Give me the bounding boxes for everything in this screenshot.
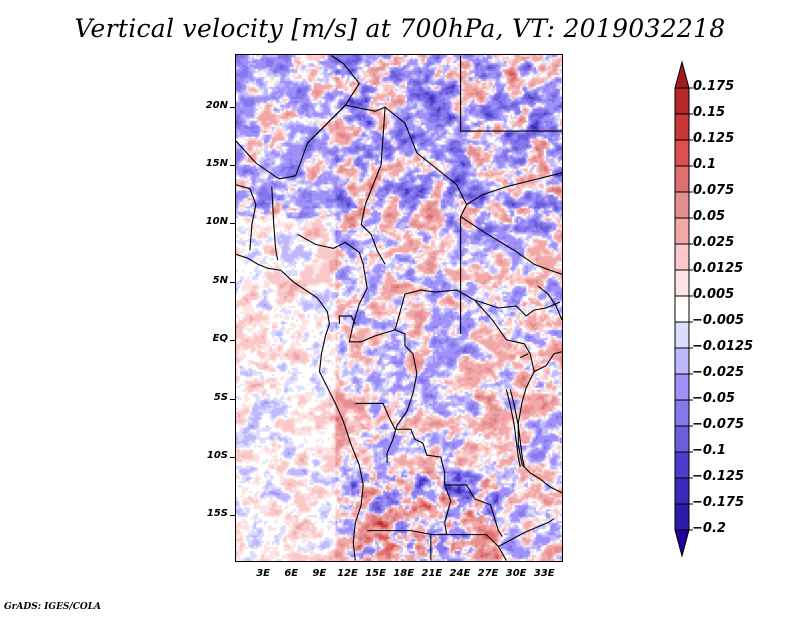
- y-tick-label: 10S: [206, 449, 228, 461]
- colorbar-label: 0.175: [693, 79, 735, 94]
- border-cameroon: [348, 264, 527, 343]
- y-tick-mark: [230, 456, 235, 458]
- colorbar-segment: [674, 191, 690, 219]
- border-sudan-south: [460, 216, 562, 275]
- colorbar-segment: [674, 243, 690, 271]
- y-tick-mark: [230, 106, 235, 108]
- x-tick-label: 3E: [256, 568, 270, 579]
- colorbar-segment: [674, 477, 690, 505]
- colorbar-label: 0.15: [693, 105, 726, 120]
- colorbar-label: 0.005: [693, 287, 735, 302]
- colorbar-label: 0.05: [693, 209, 726, 224]
- y-tick-mark: [230, 164, 235, 166]
- colorbar-label: −0.175: [692, 495, 745, 510]
- border-chad-sudan: [360, 107, 386, 265]
- colorbar-label: −0.1: [692, 443, 726, 458]
- y-tick-label: 20N: [205, 99, 228, 111]
- y-tick-label: 5N: [212, 274, 228, 286]
- colorbar-label: −0.025: [692, 365, 745, 380]
- colorbar-label: −0.005: [692, 313, 745, 328]
- border-zambia: [444, 484, 555, 548]
- y-tick-label: 15N: [205, 157, 228, 169]
- colorbar-segment: [674, 87, 690, 115]
- x-tick-label: 24E: [449, 568, 471, 579]
- border-east-lakes: [520, 301, 562, 373]
- border-mali-1: [236, 184, 257, 251]
- colorbar-segment: [674, 373, 690, 401]
- grads-credit: GrADS: IGES/COLA: [4, 602, 102, 612]
- colorbar-label: −0.075: [692, 417, 745, 432]
- y-tick-mark: [230, 223, 235, 225]
- colorbar-extend-min: [674, 529, 690, 558]
- x-tick-label: 27E: [477, 568, 499, 579]
- x-tick-label: 18E: [393, 568, 415, 579]
- colorbar-label: −0.125: [692, 469, 745, 484]
- border-congo: [338, 315, 418, 464]
- x-tick-label: 6E: [284, 568, 299, 579]
- border-niger-chad: [307, 104, 468, 334]
- x-tick-label: 21E: [421, 568, 443, 579]
- colorbar-segment: [674, 425, 690, 453]
- y-tick-label: 10N: [205, 216, 228, 228]
- colorbar-label: 0.025: [693, 235, 735, 250]
- x-tick-label: 9E: [312, 568, 327, 579]
- border-north-chad-inner: [466, 172, 562, 206]
- colorbar-segment: [674, 113, 690, 141]
- colorbar-segment: [674, 503, 690, 531]
- x-tick-label: 30E: [505, 568, 527, 579]
- colorbar-label: 0.1: [693, 157, 717, 172]
- x-tick-label: 12E: [337, 568, 358, 579]
- y-tick-label: 15S: [206, 508, 228, 520]
- vertical-velocity-field: [236, 55, 562, 561]
- colorbar-label: −0.05: [692, 391, 735, 406]
- border-somalia-edge: [537, 285, 562, 321]
- colorbar-segment: [674, 217, 690, 245]
- colorbar-label: −0.2: [692, 521, 726, 536]
- colorbar-segment: [674, 295, 690, 323]
- x-tick-label: 15E: [365, 568, 386, 579]
- colorbar-segment: [674, 165, 690, 193]
- colorbar-segment: [674, 399, 690, 427]
- y-tick-mark: [230, 515, 235, 517]
- colorbar-label: 0.125: [693, 131, 735, 146]
- colorbar-segment: [674, 321, 690, 349]
- border-nigeria: [271, 186, 364, 265]
- y-tick-label: 5S: [213, 391, 228, 403]
- colorbar-label: 0.0125: [693, 261, 744, 276]
- coastline-west-africa: [236, 253, 364, 561]
- y-tick-mark: [230, 281, 235, 283]
- country-borders-overlay: [236, 55, 562, 561]
- map-plot-area: [235, 54, 563, 562]
- colorbar-segment: [674, 347, 690, 375]
- border-drc-east: [474, 299, 562, 494]
- y-tick-mark: [230, 340, 235, 342]
- colorbar-segment: [674, 269, 690, 297]
- chart-title: Vertical velocity [m/s] at 700hPa, VT: 2…: [74, 14, 726, 43]
- border-north-1: [236, 55, 360, 180]
- y-tick-label: EQ: [212, 333, 228, 345]
- colorbar-label: −0.0125: [692, 339, 754, 354]
- border-libya-egypt: [460, 55, 562, 132]
- colorbar-segment: [674, 139, 690, 167]
- y-tick-mark: [230, 398, 235, 400]
- colorbar-segment: [674, 451, 690, 479]
- border-angola: [355, 402, 507, 561]
- colorbar-extend-max: [674, 60, 690, 89]
- colorbar-label: 0.075: [693, 183, 735, 198]
- lake-tanganyika: [505, 389, 525, 468]
- border-namibia: [367, 530, 447, 561]
- x-tick-label: 33E: [533, 568, 555, 579]
